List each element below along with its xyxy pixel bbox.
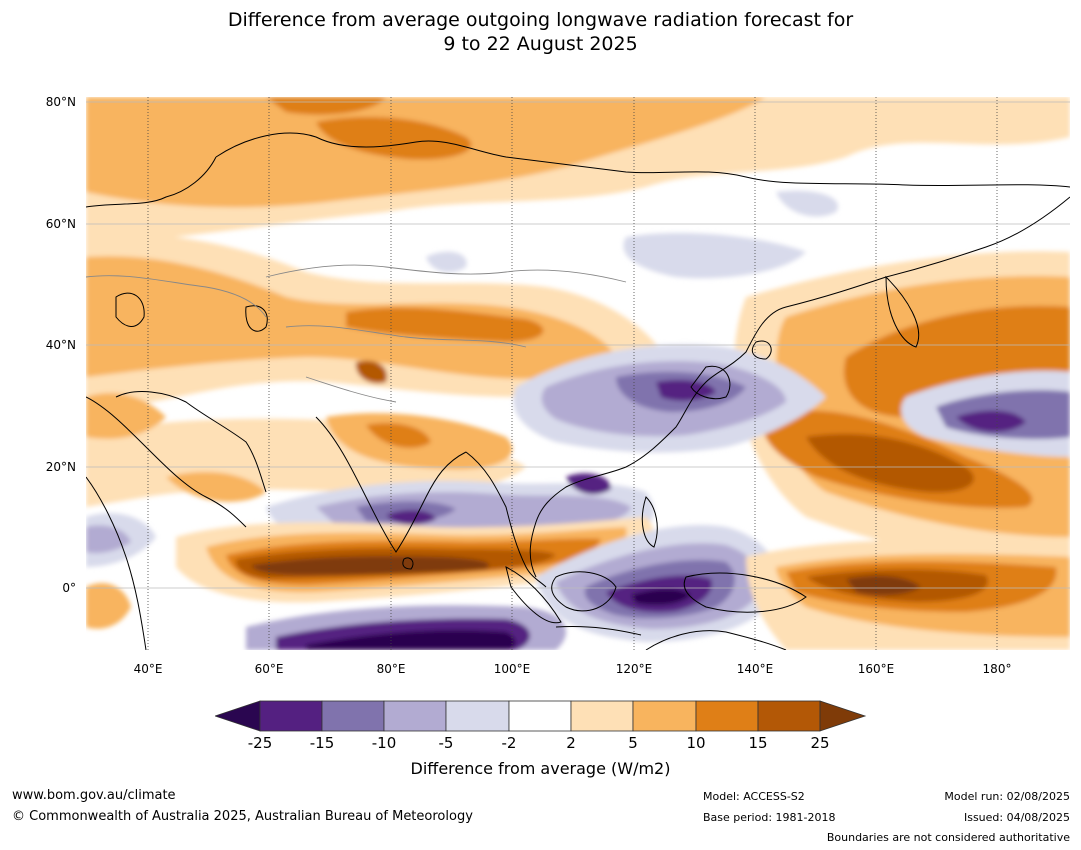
colorbar-tick-neg15: -15	[309, 734, 335, 752]
colorbar-swatch-neg10-neg5	[383, 700, 447, 732]
website-link[interactable]: www.bom.gov.au/climate	[12, 788, 176, 803]
lat-label-80n: 80°N	[45, 95, 76, 109]
lon-label-80e: 80°E	[376, 662, 406, 676]
colorbar-tick-neg5: -5	[438, 734, 454, 752]
colorbar-swatch-neg25-neg15	[259, 700, 323, 732]
colorbar-tick-15: 15	[748, 734, 768, 752]
colorbar-swatch-neg15-neg10	[321, 700, 385, 732]
lon-label-140e: 140°E	[736, 662, 774, 676]
colorbar-tick-25: 25	[810, 734, 830, 752]
colorbar-swatch-above-25	[819, 700, 867, 732]
colorbar-legend	[215, 700, 867, 732]
title-line-2: 9 to 22 August 2025	[443, 33, 638, 55]
lat-label-20n: 20°N	[45, 460, 76, 474]
colorbar-swatch-15-25	[757, 700, 821, 732]
colorbar-tick-neg10: -10	[371, 734, 397, 752]
lat-label-0: 0°	[62, 581, 76, 595]
model-name: Model: ACCESS-S2	[703, 790, 805, 803]
copyright-text: © Commonwealth of Australia 2025, Austra…	[12, 809, 473, 824]
colorbar-swatch-5-10	[632, 700, 697, 732]
map-title: Difference from average outgoing longwav…	[0, 8, 1081, 56]
coastlines	[86, 132, 1070, 650]
country-borders	[86, 264, 627, 403]
latitude-gridlines	[86, 101, 1070, 589]
lon-label-100e: 100°E	[493, 662, 531, 676]
colorbar-swatch-neg2-2	[508, 700, 572, 732]
lat-label-60n: 60°N	[45, 217, 76, 231]
model-run-date: Model run: 02/08/2025	[944, 790, 1070, 803]
map-svg	[86, 97, 1070, 650]
colorbar-swatch-10-15	[695, 700, 759, 732]
colorbar-swatch-neg5-neg2	[445, 700, 510, 732]
lon-label-180: 180°	[982, 662, 1012, 676]
colorbar-tick-neg25: -25	[247, 734, 273, 752]
colorbar-swatch-2-5	[570, 700, 634, 732]
anomaly-field	[86, 97, 1070, 650]
colorbar-tick-10: 10	[686, 734, 706, 752]
lat-label-40n: 40°N	[45, 338, 76, 352]
longitude-gridlines	[147, 97, 998, 650]
colorbar-title: Difference from average (W/m2)	[410, 759, 671, 778]
lon-label-40e: 40°E	[133, 662, 163, 676]
issued-date: Issued: 04/08/2025	[963, 811, 1070, 824]
colorbar-tick-neg2: -2	[501, 734, 517, 752]
title-line-1: Difference from average outgoing longwav…	[227, 9, 854, 31]
colorbar-tick-2: 2	[566, 734, 576, 752]
colorbar-swatch-below-neg25	[215, 700, 261, 732]
base-period: Base period: 1981-2018	[703, 811, 836, 824]
olr-anomaly-map	[86, 97, 1070, 650]
lon-label-120e: 120°E	[615, 662, 653, 676]
boundaries-disclaimer: Boundaries are not considered authoritat…	[826, 831, 1070, 844]
colorbar-tick-5: 5	[628, 734, 638, 752]
lon-label-60e: 60°E	[254, 662, 284, 676]
lon-label-160e: 160°E	[857, 662, 895, 676]
